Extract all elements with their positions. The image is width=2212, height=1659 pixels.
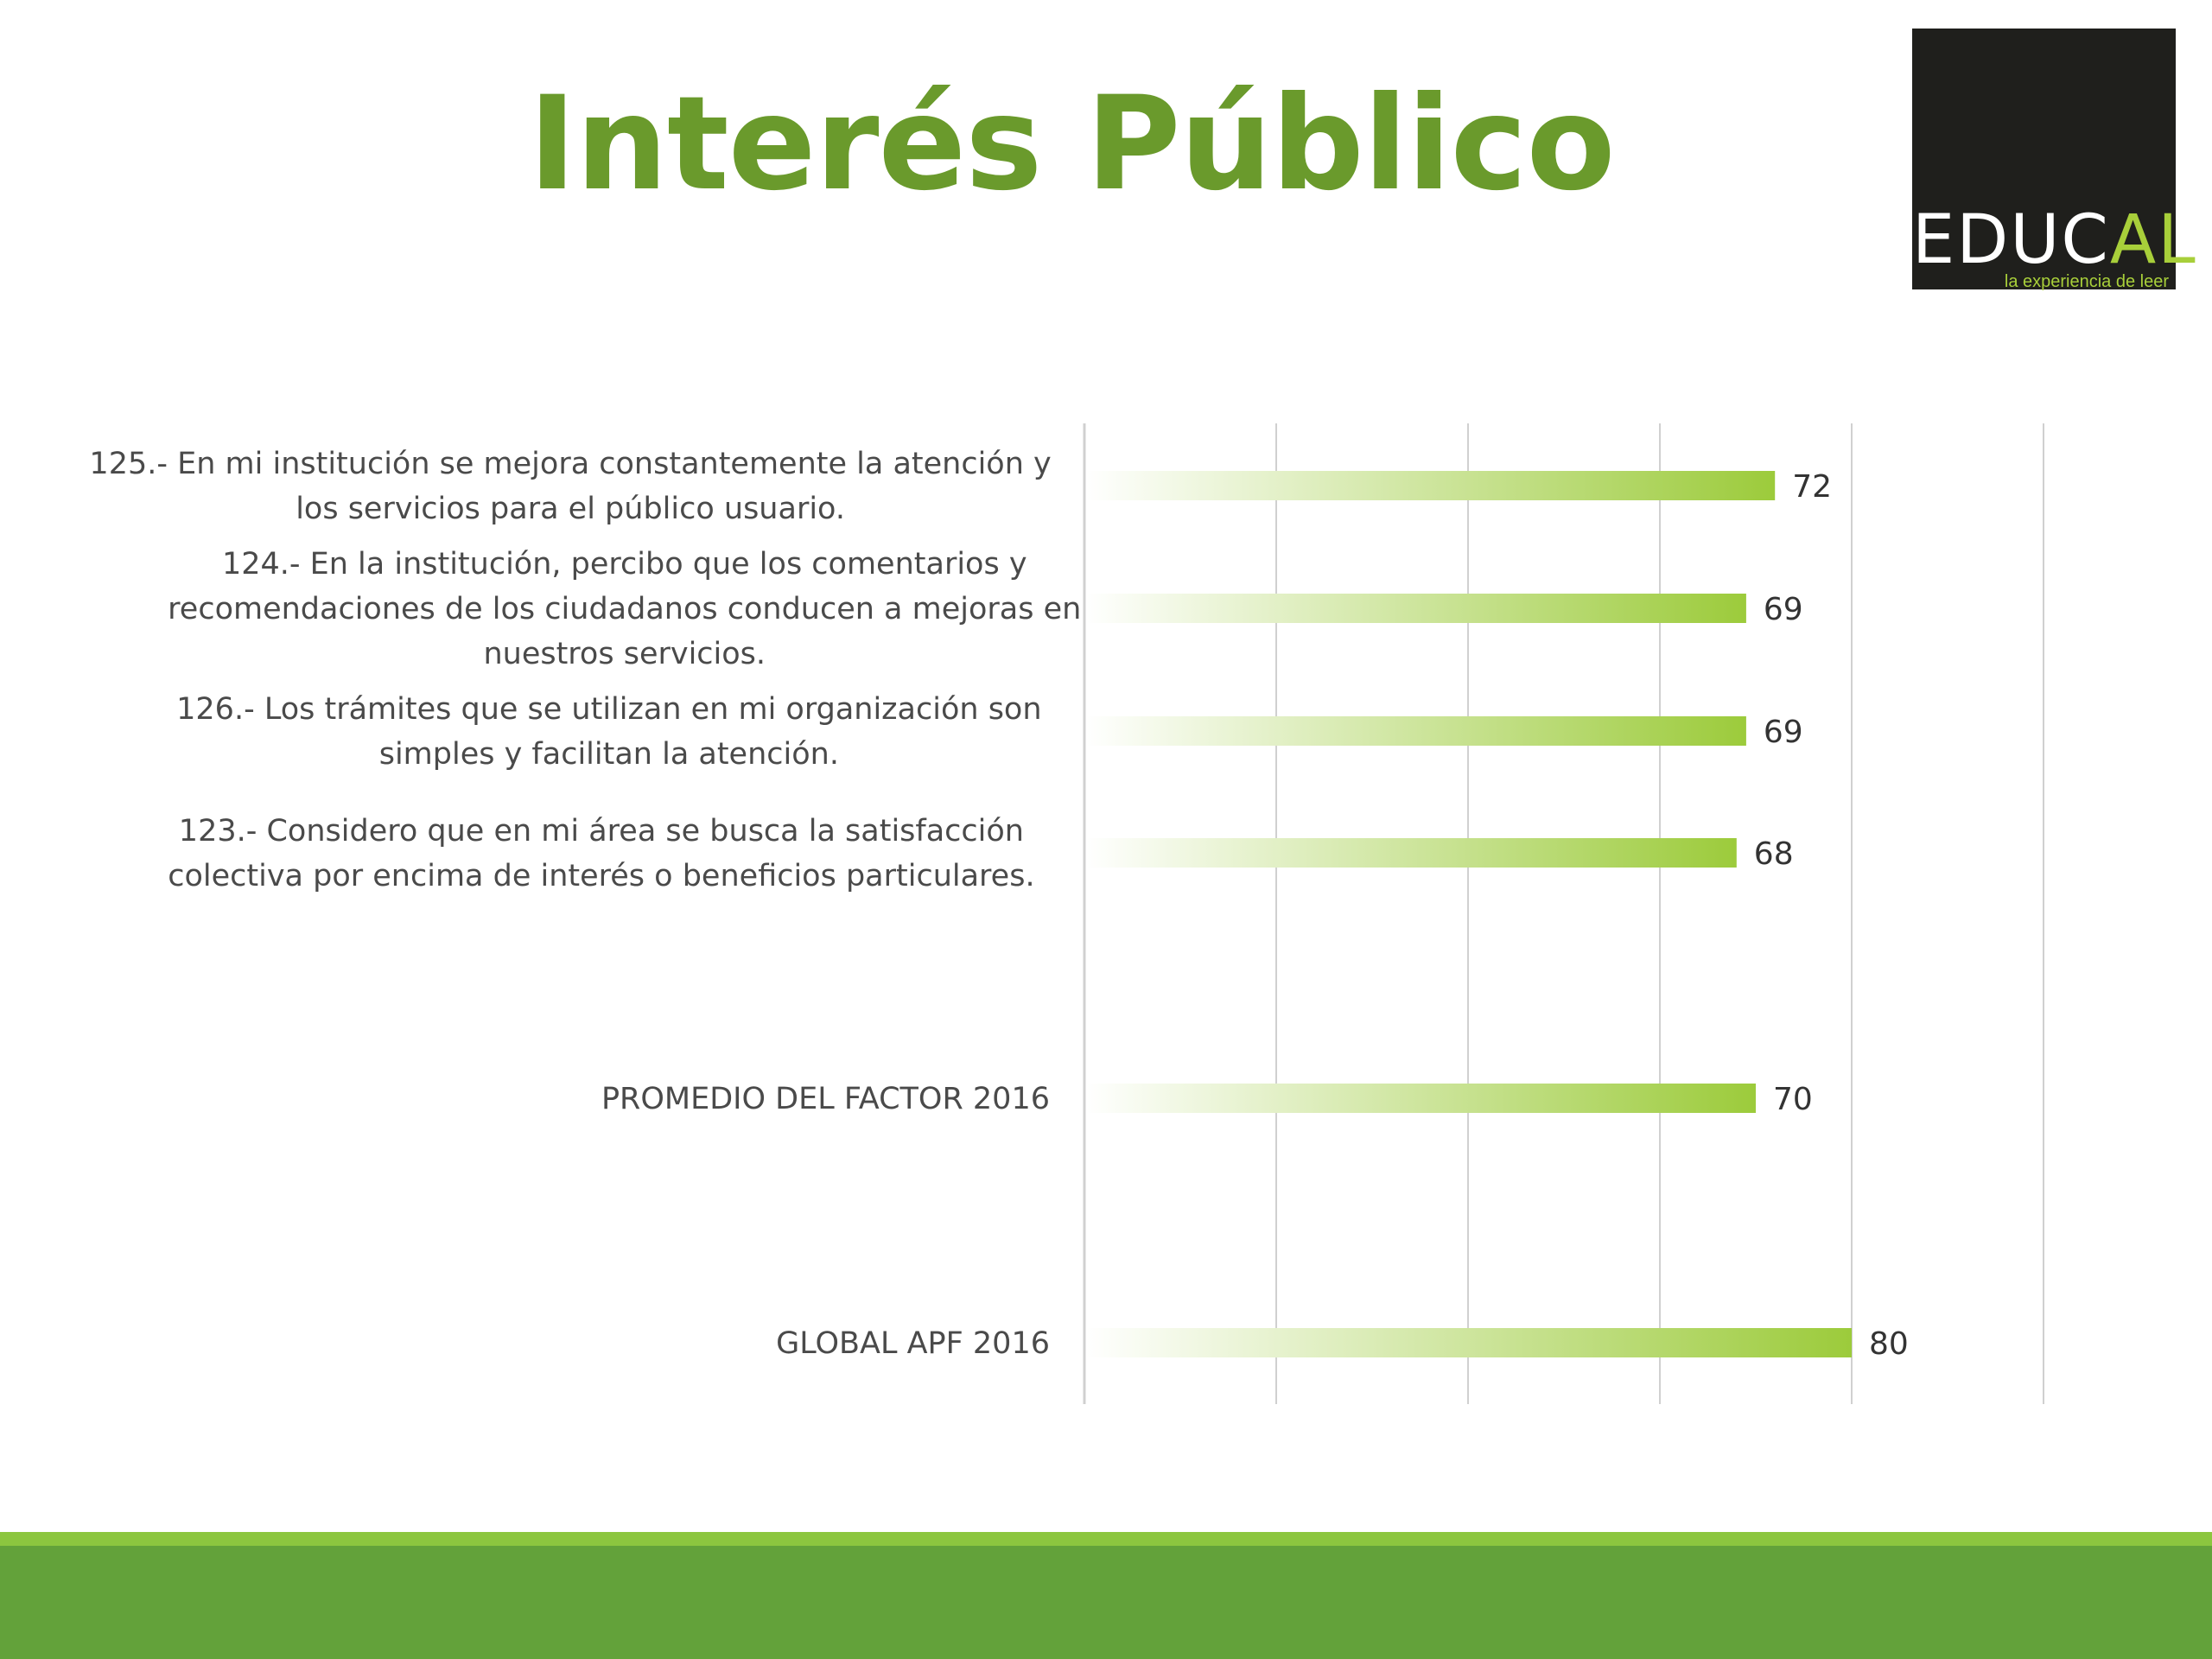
category-label: simples y facilitan la atención. xyxy=(379,737,839,772)
bar xyxy=(1086,716,1746,746)
category-label: recomendaciones de los ciudadanos conduc… xyxy=(168,592,1081,626)
data-label: 69 xyxy=(1764,592,1803,627)
bar xyxy=(1086,1084,1756,1113)
bar-chart: 125.- En mi institución se mejora consta… xyxy=(89,423,2044,1404)
logo-wordmark: EDUCAL xyxy=(1912,201,2196,279)
chart-value-labels: 72 69 69 68 70 80 xyxy=(1754,469,1909,1362)
data-label: 68 xyxy=(1754,836,1794,872)
logo-wordmark-accent: AL xyxy=(2109,201,2197,279)
chart-bars xyxy=(1086,471,1852,1357)
data-label: 70 xyxy=(1773,1082,1813,1117)
category-label: los servicios para el público usuario. xyxy=(296,492,845,526)
category-label: 125.- En mi institución se mejora consta… xyxy=(89,447,1051,481)
category-label: nuestros servicios. xyxy=(483,637,766,671)
bar xyxy=(1086,594,1746,623)
page-title: Interés Público xyxy=(528,69,1615,219)
logo-tagline: la experiencia de leer xyxy=(2004,272,2169,291)
bar xyxy=(1086,838,1737,868)
footer-accent-line xyxy=(0,1532,2212,1546)
chart-gridlines xyxy=(1083,423,2044,1404)
data-label: 80 xyxy=(1869,1326,1909,1362)
data-label: 69 xyxy=(1764,715,1803,750)
data-label: 72 xyxy=(1792,469,1832,505)
category-label: colectiva por encima de interés o benefi… xyxy=(168,859,1034,893)
logo-wordmark-main: EDUC xyxy=(1912,201,2110,279)
category-label: GLOBAL APF 2016 xyxy=(776,1326,1050,1361)
educal-logo: EDUCAL la experiencia de leer xyxy=(1912,29,2196,291)
chart-category-labels: 125.- En mi institución se mejora consta… xyxy=(89,447,1081,1361)
footer-band xyxy=(0,1546,2212,1659)
category-label: 123.- Considero que en mi área se busca … xyxy=(179,814,1024,849)
bar xyxy=(1086,471,1776,500)
bar xyxy=(1086,1328,1852,1357)
category-label: 124.- En la institución, percibo que los… xyxy=(222,547,1027,582)
category-label: 126.- Los trámites que se utilizan en mi… xyxy=(176,692,1041,727)
category-label: PROMEDIO DEL FACTOR 2016 xyxy=(601,1082,1050,1116)
